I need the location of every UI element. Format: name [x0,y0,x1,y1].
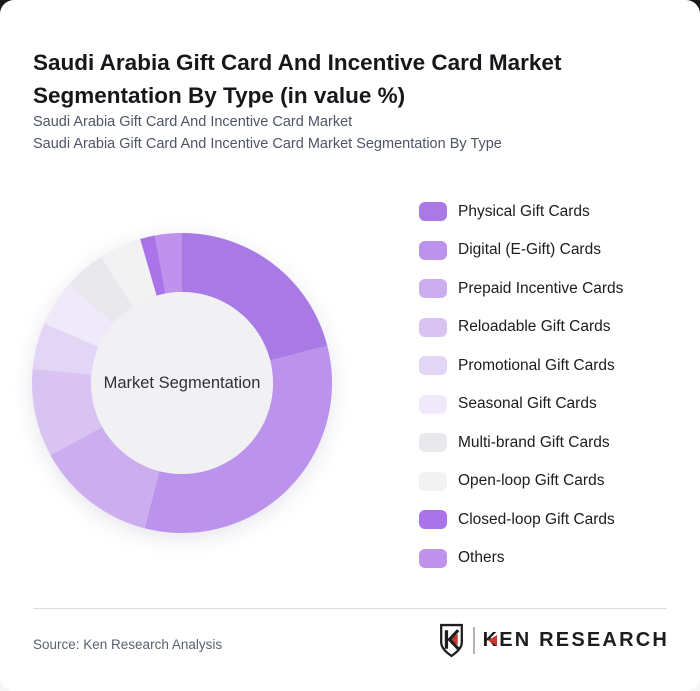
legend-item[interactable]: Digital (E-Gift) Cards [419,240,623,260]
legend-label: Promotional Gift Cards [458,356,615,374]
donut-segment-reloadable-gift-cards[interactable] [32,368,103,456]
donut-svg [32,233,333,534]
legend-swatch [419,510,447,529]
legend-label: Open-loop Gift Cards [458,472,605,489]
donut-segment-closed-loop-gift-cards[interactable] [140,235,166,296]
brand-letter-k: K [483,629,500,652]
donut-segment-open-loop-gift-cards[interactable] [100,238,157,307]
legend-swatch [419,548,447,568]
legend-label: Closed-loop Gift Cards [458,510,615,528]
legend-swatch [419,471,447,491]
footer-divider [33,608,667,609]
legend-swatch [419,317,447,337]
legend-item[interactable]: Reloadable Gift Cards [419,317,623,337]
legend-label: Seasonal Gift Cards [458,395,597,412]
brand-wordmark: K EN RESEARCH [483,629,669,652]
ken-research-logo: K EN RESEARCH [438,620,669,660]
legend-swatch [419,279,447,298]
donut-segment-promotional-gift-cards[interactable] [32,323,99,375]
legend-label: Reloadable Gift Cards [458,318,611,335]
wordmark-red-triangle-icon [488,634,498,646]
donut-segment-physical-gift-cards[interactable] [182,233,328,361]
subtitle-line-1: Saudi Arabia Gift Card And Incentive Car… [33,114,353,130]
donut-segment-prepaid-incentive-cards[interactable] [50,426,160,529]
legend-item[interactable]: Others [419,548,623,568]
legend-item[interactable]: Open-loop Gift Cards [419,471,623,491]
donut-chart: Market Segmentation [22,223,342,543]
legend-item[interactable]: Closed-loop Gift Cards [419,510,623,529]
legend-item[interactable]: Promotional Gift Cards [419,356,623,375]
page-title: Saudi Arabia Gift Card And Incentive Car… [33,50,562,109]
donut-segment-seasonal-gift-cards[interactable] [44,284,114,347]
legend-label: Physical Gift Cards [458,202,590,220]
emblem-k-chevron [446,628,459,650]
legend-item[interactable]: Multi-brand Gift Cards [419,433,623,452]
legend: Physical Gift Cards Digital (E-Gift) Card… [419,202,623,587]
subtitle-line-2: Saudi Arabia Gift Card And Incentive Car… [33,135,502,152]
legend-swatch [419,356,447,375]
legend-label: Digital (E-Gift) Cards [458,241,601,258]
brand-rest: EN RESEARCH [499,628,669,651]
legend-label: Multi-brand Gift Cards [458,433,610,451]
emblem-red-triangle-icon [449,633,458,645]
legend-item[interactable]: Seasonal Gift Cards [419,394,623,414]
legend-swatch [419,394,447,414]
ken-research-emblem-icon [439,623,463,657]
donut-hole [91,292,273,474]
legend-swatch [419,240,447,260]
legend-item[interactable]: Physical Gift Cards [419,202,623,221]
legend-swatch [419,202,447,221]
donut-segment-multi-brand-gift-cards[interactable] [68,256,133,324]
legend-item[interactable]: Prepaid Incentive Cards [419,279,623,298]
legend-label: Prepaid Incentive Cards [458,279,624,297]
donut-segment-others[interactable] [154,233,182,294]
logo-separator [472,626,475,654]
legend-swatch [419,433,447,452]
legend-label: Others [458,549,505,566]
subtitle: Saudi Arabia Gift Card And Incentive Car… [33,112,653,155]
emblem-k-stem [444,629,448,649]
source-text: Source: Ken Research Analysis [33,637,223,652]
donut-segment-digital-e-gift-cards[interactable] [144,345,333,534]
